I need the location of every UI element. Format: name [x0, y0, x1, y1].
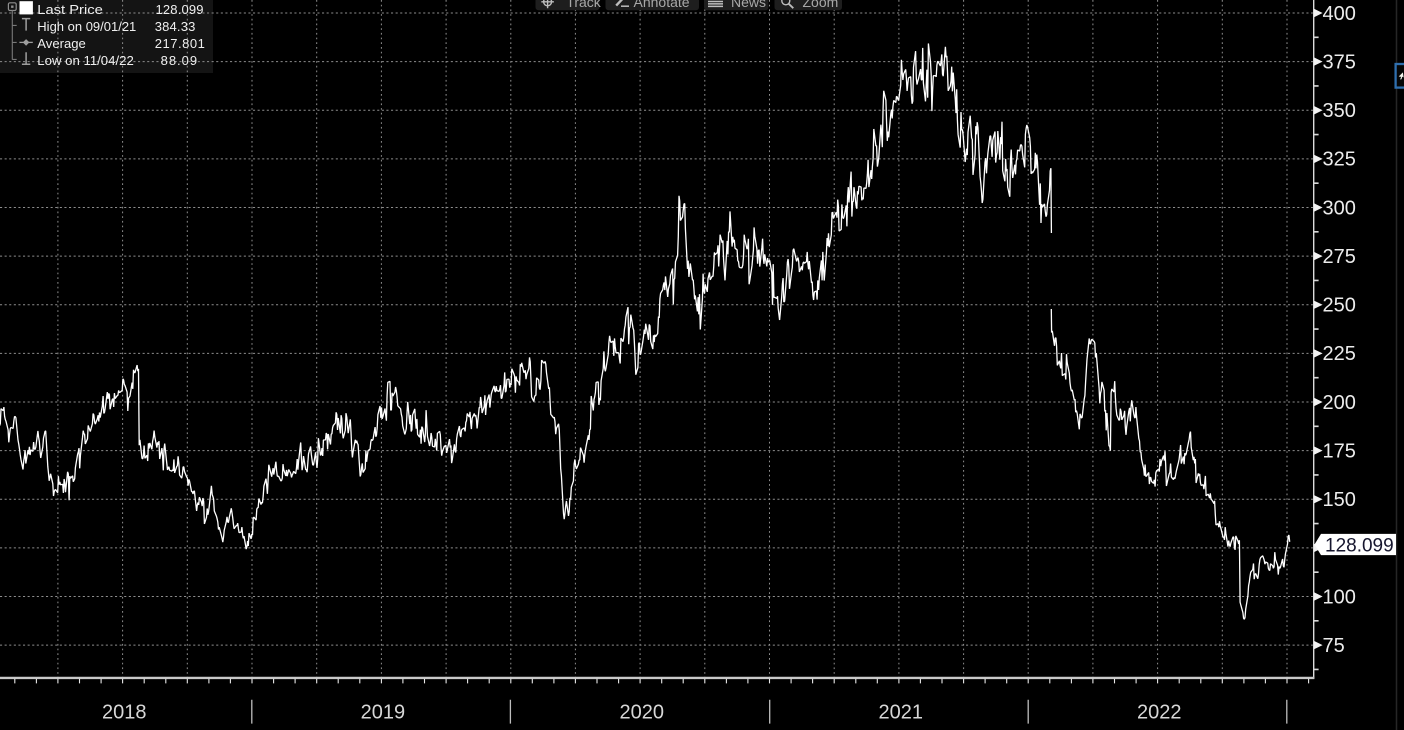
svg-text:Last Price: Last Price: [37, 2, 103, 17]
svg-text:375: 375: [1323, 51, 1356, 73]
svg-text:2020: 2020: [620, 702, 665, 724]
svg-text:75: 75: [1323, 635, 1345, 657]
svg-text:128.099: 128.099: [156, 2, 204, 17]
svg-text:150: 150: [1323, 489, 1356, 511]
svg-text:300: 300: [1323, 197, 1356, 219]
svg-text:Low on 11/04/22: Low on 11/04/22: [37, 53, 134, 68]
svg-text:Annotate: Annotate: [634, 0, 690, 10]
svg-text:2018: 2018: [102, 702, 147, 724]
svg-text:217.801: 217.801: [155, 36, 205, 51]
svg-text:175: 175: [1323, 440, 1356, 462]
svg-text:325: 325: [1323, 149, 1356, 171]
svg-text:100: 100: [1323, 586, 1356, 608]
svg-text:Track: Track: [566, 0, 601, 10]
svg-text:275: 275: [1323, 246, 1356, 268]
svg-text:2019: 2019: [361, 702, 406, 724]
svg-text:News: News: [731, 0, 766, 10]
svg-text:2022: 2022: [1137, 702, 1182, 724]
svg-text:88.09: 88.09: [161, 53, 198, 68]
svg-text:250: 250: [1323, 295, 1356, 317]
svg-text:400: 400: [1323, 3, 1356, 25]
svg-text:350: 350: [1323, 100, 1356, 122]
svg-text:Average: Average: [37, 36, 86, 51]
svg-text:200: 200: [1323, 392, 1356, 414]
svg-text:225: 225: [1323, 343, 1356, 365]
svg-text:384.33: 384.33: [155, 19, 196, 34]
svg-text:High on 09/01/21: High on 09/01/21: [37, 19, 136, 34]
svg-text:Zoom: Zoom: [803, 0, 839, 10]
svg-text:128.099: 128.099: [1325, 536, 1394, 557]
svg-text:2021: 2021: [879, 702, 924, 724]
